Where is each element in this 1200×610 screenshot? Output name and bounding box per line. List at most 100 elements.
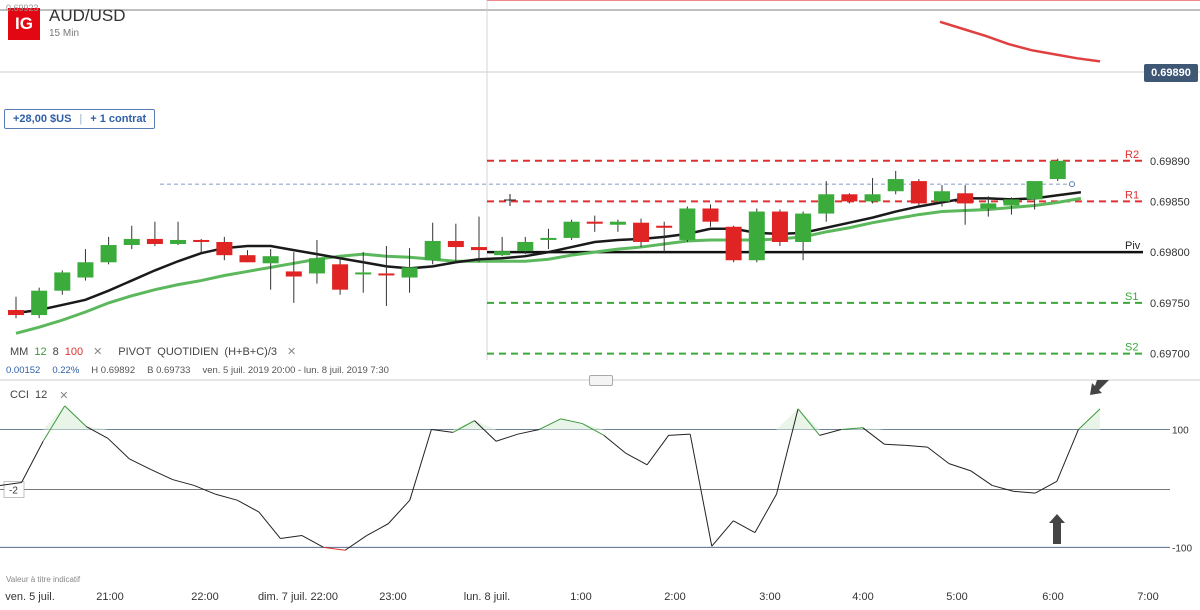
x-tick-label: 7:00 [1137,591,1158,603]
candle-body [679,208,696,240]
cci-segment [948,463,971,472]
position-size: + 1 contrat [90,113,147,125]
candle-body [957,193,974,204]
arrow-down-icon [1090,380,1109,395]
candle-body [170,239,187,245]
pivot-label-s1: S1 [1125,291,1138,303]
cci-segment [323,546,346,551]
x-tick-label: ven. 5 juil. [5,591,55,603]
candle-body [494,251,511,256]
candle-body [1003,199,1020,206]
stat-range: ven. 5 juil. 2019 20:00 - lun. 8 juil. 2… [202,365,389,376]
position-separator: | [79,113,83,125]
candle-body [771,211,788,242]
cci-segment [560,418,583,425]
mm-12-line [15,191,1082,315]
remove-pivot-close-icon[interactable]: ✕ [287,346,297,358]
mm-period-8: 8 [52,345,59,358]
candle-body [540,237,557,240]
y-tick-label: 0.69890 [1150,156,1190,168]
candle-body [586,221,603,224]
cci-segment [646,435,670,466]
remove-mm-close-icon[interactable]: ✕ [93,346,103,358]
candle-body [887,179,904,192]
cci-segment [172,479,195,486]
cci-current-label: -2 [9,486,18,497]
candle-body [864,194,881,202]
candle-body [100,245,117,263]
timeframe-label[interactable]: 15 Min [49,28,80,39]
cci-legend: CCI 12 ✕ [10,389,68,402]
x-tick-label: 22:00 [191,591,219,603]
remove-cci-close-icon[interactable]: ✕ [59,390,69,402]
cci-segment [86,426,109,439]
mm-label[interactable]: MM [10,345,29,358]
candle-body [239,255,256,263]
x-tick-label: dim. 7 juil. 22:00 [258,591,338,603]
position-badge[interactable]: +28,00 $US | + 1 contrat [4,109,156,129]
cci-label[interactable]: CCI [10,389,29,401]
candle-body [216,241,233,256]
cci-segment [0,482,22,486]
cci-overbought-fill [0,405,1100,430]
mm-100-line [939,20,1101,63]
x-tick-label: 4:00 [852,591,873,603]
cci-segment [237,499,260,513]
arrow-up-icon [1049,514,1065,544]
cci-segment [754,494,777,533]
pivot-label-r2: R2 [1125,149,1139,161]
pivot-label[interactable]: PIVOT [118,345,152,358]
cci-segment [862,427,885,445]
candle-body [378,273,395,276]
cci-segment [366,523,389,536]
candle-body [656,225,673,228]
cci-segment [517,428,540,435]
candle-body [285,271,302,277]
candle-body [910,181,927,204]
cci-segment [452,420,475,433]
y-tick-label: 0.69850 [1150,196,1190,208]
symbol-title[interactable]: AUD/USD [49,6,126,25]
x-tick-label: 6:00 [1042,591,1063,603]
pivot-label-s2: S2 [1125,342,1138,354]
mm-period-100: 100 [64,345,84,358]
pivot-label-r1: R1 [1125,189,1139,201]
candle-body [401,267,418,278]
position-entry-dot [1069,181,1075,188]
candle-body [795,213,812,242]
cci-segment [582,423,605,436]
cci-segment [625,452,648,466]
cci-segment [474,420,497,442]
candle-body [308,258,325,274]
candle-body [8,309,24,316]
cci-tick-label: 100 [1172,425,1189,436]
cci-segment [107,437,130,460]
crosshair-icon [504,194,516,206]
cci-segment [344,535,367,551]
cci-segment [970,470,993,486]
current-price-tag: 0.69890 [1144,64,1198,82]
cci-segment [689,434,713,547]
x-tick-label: 5:00 [946,591,967,603]
candle-body [31,290,48,316]
candle-body [818,194,835,214]
panel-resize-handle[interactable] [589,375,613,386]
position-pnl: +28,00 $US [13,113,72,125]
cci-segment [927,446,950,465]
stat-change-pct: 0.22% [52,365,80,376]
pivot-label-piv: Piv [1125,240,1141,252]
candle-body [1049,160,1066,180]
cci-segment [884,443,906,446]
candle-body [702,208,719,222]
cci-period: 12 [34,389,48,401]
stat-change: 0.00152 [6,365,41,376]
candle-body [841,194,858,202]
cci-segment [1013,490,1036,494]
cci-segment [129,458,152,470]
candle-body [563,221,580,238]
cci-segment [387,499,411,525]
stats-bar: 0.00152 0.22% H 0.69892 B 0.69733 ven. 5… [6,365,389,376]
candle-body [355,272,372,275]
